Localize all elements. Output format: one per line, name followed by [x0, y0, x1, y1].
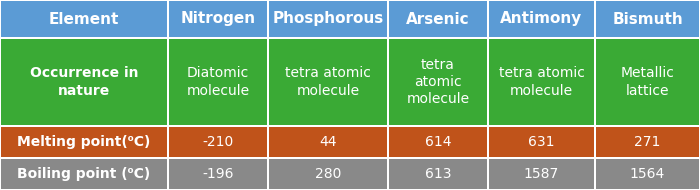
Text: Occurrence in
nature: Occurrence in nature: [29, 66, 139, 98]
Text: Phosphorous: Phosphorous: [272, 12, 384, 26]
Text: Boiling point (⁰C): Boiling point (⁰C): [18, 167, 150, 181]
Text: tetra
atomic
molecule: tetra atomic molecule: [407, 58, 470, 106]
Bar: [269, 127, 387, 157]
Bar: [389, 1, 487, 37]
Text: -196: -196: [202, 167, 234, 181]
Text: Melting point(⁰C): Melting point(⁰C): [18, 135, 150, 149]
Bar: [1, 39, 167, 125]
Bar: [1, 127, 167, 157]
Bar: [596, 127, 699, 157]
Bar: [489, 159, 594, 189]
Bar: [269, 159, 387, 189]
Text: 1564: 1564: [630, 167, 665, 181]
Text: 614: 614: [425, 135, 452, 149]
Text: 613: 613: [425, 167, 452, 181]
Bar: [489, 1, 594, 37]
Bar: [596, 159, 699, 189]
Bar: [169, 127, 267, 157]
Text: Diatomic
molecule: Diatomic molecule: [186, 66, 250, 98]
Bar: [389, 39, 487, 125]
Text: tetra atomic
molecule: tetra atomic molecule: [498, 66, 584, 98]
Bar: [269, 1, 387, 37]
Bar: [596, 39, 699, 125]
Text: Antimony: Antimony: [500, 12, 582, 26]
Text: Nitrogen: Nitrogen: [181, 12, 256, 26]
Text: -210: -210: [202, 135, 234, 149]
Bar: [169, 39, 267, 125]
Text: 631: 631: [528, 135, 554, 149]
Text: 280: 280: [315, 167, 341, 181]
Text: tetra atomic
molecule: tetra atomic molecule: [285, 66, 371, 98]
Text: 271: 271: [634, 135, 661, 149]
Text: Element: Element: [49, 12, 119, 26]
Bar: [169, 1, 267, 37]
Bar: [1, 159, 167, 189]
Bar: [1, 1, 167, 37]
Bar: [269, 39, 387, 125]
Bar: [489, 39, 594, 125]
Text: 1587: 1587: [524, 167, 559, 181]
Bar: [169, 159, 267, 189]
Text: Bismuth: Bismuth: [612, 12, 683, 26]
Text: Arsenic: Arsenic: [406, 12, 470, 26]
Bar: [389, 159, 487, 189]
Bar: [596, 1, 699, 37]
Text: 44: 44: [319, 135, 337, 149]
Text: Metallic
lattice: Metallic lattice: [621, 66, 674, 98]
Bar: [389, 127, 487, 157]
Bar: [489, 127, 594, 157]
